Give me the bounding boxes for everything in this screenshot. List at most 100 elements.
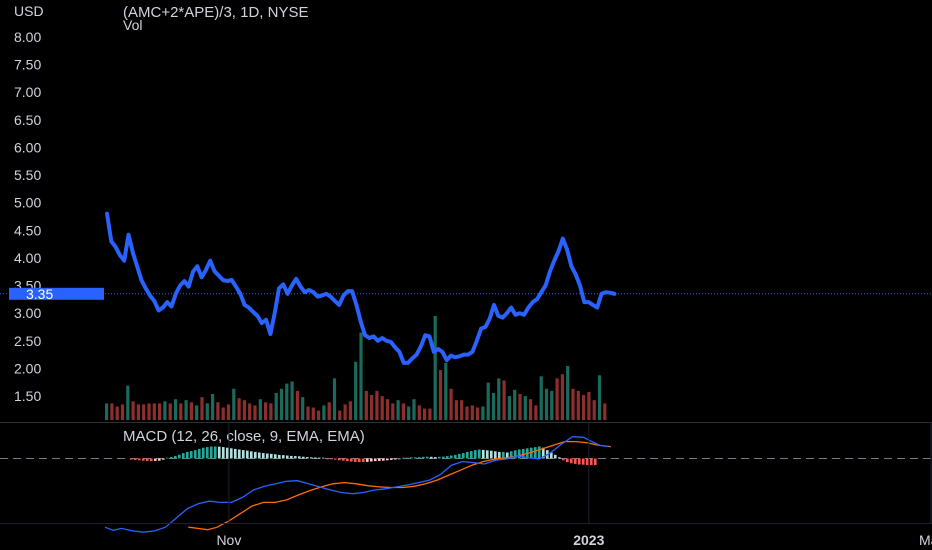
macd-histogram-bar bbox=[270, 453, 273, 459]
macd-histogram-bar bbox=[518, 449, 521, 459]
volume-bar bbox=[142, 404, 146, 420]
macd-histogram-bar bbox=[170, 457, 173, 459]
macd-histogram-bar bbox=[206, 447, 209, 459]
x-tick-label: Nov bbox=[216, 532, 241, 548]
volume-bar bbox=[105, 403, 109, 420]
macd-histogram-bar bbox=[550, 452, 553, 459]
volume-bar bbox=[491, 393, 496, 420]
macd-histogram-bar bbox=[458, 453, 461, 459]
volume-bar bbox=[120, 404, 125, 420]
macd-histogram-bar bbox=[398, 458, 401, 460]
macd-histogram-bar bbox=[198, 448, 201, 459]
macd-histogram-bar bbox=[294, 456, 297, 459]
macd-histogram-bar bbox=[482, 449, 485, 459]
macd-histogram-bar bbox=[138, 458, 141, 461]
volume-bar bbox=[597, 375, 602, 420]
volume-bar bbox=[279, 388, 284, 420]
volume-bar bbox=[269, 403, 273, 420]
y-tick-label: 2.50 bbox=[14, 333, 41, 349]
volume-bar bbox=[221, 407, 225, 420]
macd-histogram-bar bbox=[418, 457, 421, 459]
x-tick-label: Mar bbox=[919, 532, 932, 548]
volume-bar bbox=[364, 390, 368, 420]
volume-bar bbox=[258, 399, 262, 420]
y-tick-label: 1.50 bbox=[14, 388, 41, 404]
volume-bar bbox=[566, 365, 570, 420]
y-tick-label: 6.00 bbox=[14, 140, 41, 156]
macd-histogram-bar bbox=[382, 458, 385, 461]
last-price-badge bbox=[9, 287, 104, 300]
y-tick-label: 2.00 bbox=[14, 360, 41, 376]
macd-histogram-bar bbox=[354, 458, 357, 462]
macd-histogram-bar bbox=[578, 458, 581, 465]
volume-bar bbox=[147, 403, 151, 420]
y-tick-label: 7.00 bbox=[14, 84, 41, 100]
volume-bar bbox=[438, 370, 443, 420]
macd-histogram-bar bbox=[274, 454, 277, 459]
macd-histogram-bar bbox=[154, 458, 157, 461]
macd-histogram-bar bbox=[374, 458, 377, 462]
chart-title: (AMC+2*APE)/3, 1D, NYSE bbox=[123, 4, 308, 21]
macd-histogram-bar bbox=[530, 447, 533, 459]
volume-bar bbox=[433, 316, 437, 420]
volume-bar bbox=[560, 374, 564, 420]
macd-histogram-bar bbox=[454, 454, 457, 459]
macd-histogram-bar bbox=[218, 446, 221, 459]
volume-bar bbox=[544, 388, 549, 420]
volume-bar bbox=[428, 408, 432, 420]
volume-bar bbox=[189, 402, 193, 420]
macd-histogram-bar bbox=[490, 450, 493, 459]
volume-bar bbox=[529, 399, 533, 420]
volume-label: Vol bbox=[123, 17, 142, 33]
macd-histogram-bar bbox=[222, 447, 225, 459]
volume-bar bbox=[476, 407, 480, 420]
volume-bar bbox=[295, 390, 299, 420]
macd-histogram-bar bbox=[142, 458, 145, 461]
macd-histogram-bar bbox=[134, 458, 137, 460]
macd-histogram-bar bbox=[326, 458, 329, 460]
macd-histogram-bar bbox=[554, 454, 557, 459]
macd-histogram-bar bbox=[266, 453, 269, 459]
macd-histogram-bar bbox=[254, 451, 257, 459]
macd-histogram-bar bbox=[246, 450, 249, 459]
volume-bar bbox=[502, 380, 506, 420]
volume-bar bbox=[481, 406, 485, 420]
macd-histogram-bar bbox=[470, 451, 473, 459]
volume-bar bbox=[131, 401, 135, 420]
volume-bar bbox=[285, 383, 289, 420]
macd-histogram-bar bbox=[426, 456, 429, 459]
macd-histogram-bar bbox=[322, 457, 325, 459]
volume-bar bbox=[396, 400, 400, 420]
macd-histogram-bar bbox=[278, 454, 281, 459]
y-tick-label: 3.00 bbox=[14, 305, 41, 321]
volume-bar bbox=[248, 403, 252, 420]
macd-histogram-bar bbox=[158, 458, 161, 461]
volume-bar bbox=[274, 393, 278, 420]
volume-bar bbox=[163, 401, 167, 420]
macd-histogram-bar bbox=[146, 458, 149, 461]
y-tick-label: 7.50 bbox=[14, 57, 41, 73]
volume-bar bbox=[539, 376, 543, 420]
macd-histogram-bar bbox=[210, 446, 213, 459]
macd-histogram-bar bbox=[582, 458, 585, 465]
macd-histogram-bar bbox=[362, 458, 365, 463]
macd-histogram-bar bbox=[414, 457, 417, 459]
volume-bar bbox=[200, 397, 204, 420]
price-line[interactable] bbox=[105, 211, 617, 365]
volume-bar bbox=[550, 390, 554, 420]
macd-histogram-bar bbox=[574, 458, 577, 464]
macd-histogram-bar bbox=[314, 457, 317, 459]
macd-histogram-bar bbox=[498, 451, 501, 459]
volume-bar bbox=[264, 402, 268, 420]
macd-histogram-bar bbox=[478, 449, 481, 459]
volume-bar bbox=[152, 403, 156, 420]
macd-histogram-bar bbox=[538, 446, 541, 459]
volume-bar bbox=[338, 410, 342, 420]
macd-histogram-bar bbox=[570, 458, 573, 464]
macd-histogram-bar bbox=[522, 448, 525, 459]
volume-bar bbox=[226, 404, 231, 420]
y-tick-label: 4.50 bbox=[14, 222, 41, 238]
macd-histogram-bar bbox=[542, 447, 545, 459]
volume-bar bbox=[354, 361, 358, 420]
